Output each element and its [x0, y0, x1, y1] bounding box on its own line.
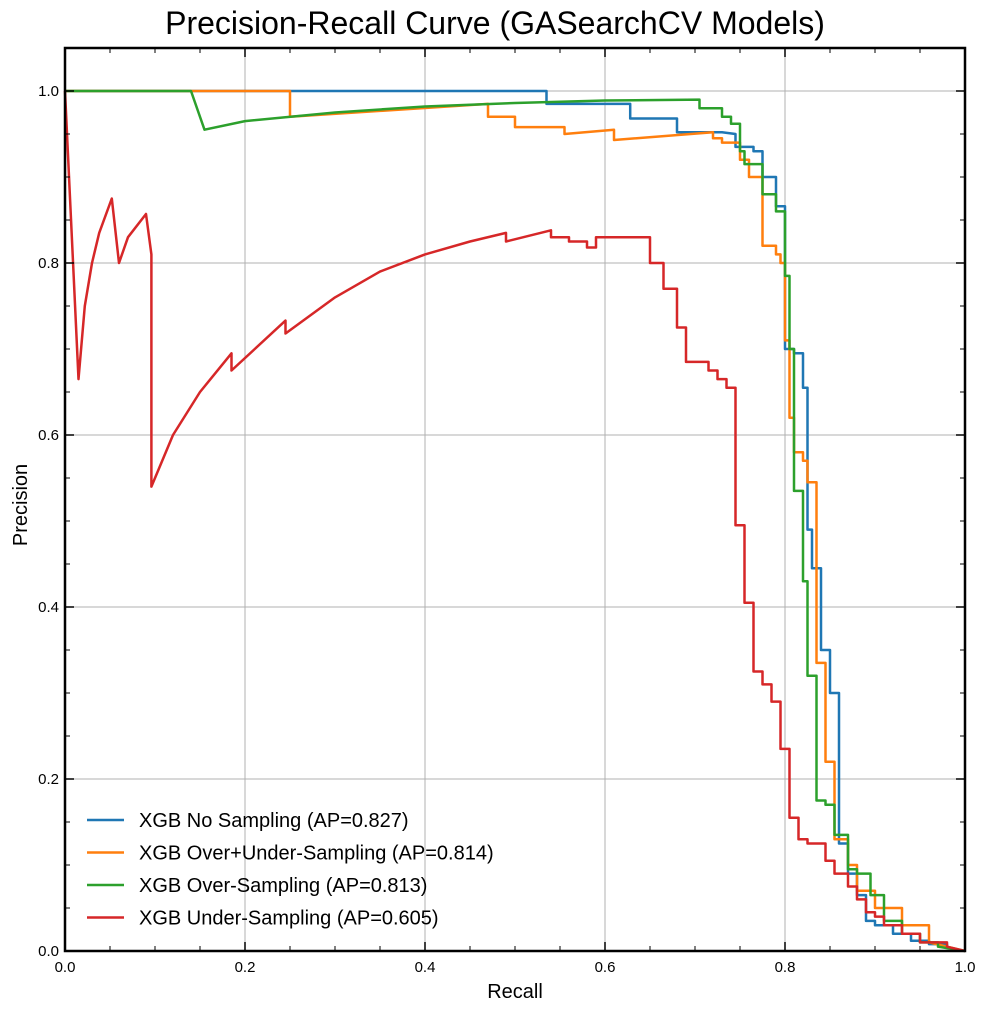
- legend: XGB No Sampling (AP=0.827) XGB Over+Under…: [87, 810, 494, 930]
- y-tick-label: 0.0: [38, 943, 59, 960]
- y-tick-label: 0.8: [38, 255, 59, 272]
- x-tick-label: 1.0: [955, 959, 976, 976]
- legend-label: XGB Over-Sampling (AP=0.813): [139, 875, 427, 897]
- chart-title: Precision-Recall Curve (GASearchCV Model…: [165, 5, 825, 41]
- grid-lines: [64, 48, 966, 952]
- x-tick-label: 0.0: [55, 959, 76, 976]
- y-tick-label: 1.0: [38, 83, 59, 100]
- y-tick-label: 0.2: [38, 771, 59, 788]
- y-axis-label: Precision: [10, 464, 32, 546]
- series-lines: [63, 89, 966, 953]
- x-axis-label: Recall: [487, 981, 543, 1003]
- x-tick-label: 0.2: [235, 959, 256, 976]
- x-tick-label: 0.4: [415, 959, 436, 976]
- plot-frame: [63, 46, 967, 953]
- legend-label: XGB No Sampling (AP=0.827): [139, 810, 409, 832]
- legend-label: XGB Over+Under-Sampling (AP=0.814): [139, 843, 494, 865]
- x-tick-label: 0.6: [595, 959, 616, 976]
- series-line-2: [65, 89, 966, 953]
- y-tick-label: 0.4: [38, 599, 59, 616]
- series-line-4: [63, 90, 966, 953]
- x-tick-label: 0.8: [775, 959, 796, 976]
- legend-label: XGB Under-Sampling (AP=0.605): [139, 908, 439, 930]
- y-tick-label: 0.6: [38, 427, 59, 444]
- series-line-3: [65, 89, 966, 953]
